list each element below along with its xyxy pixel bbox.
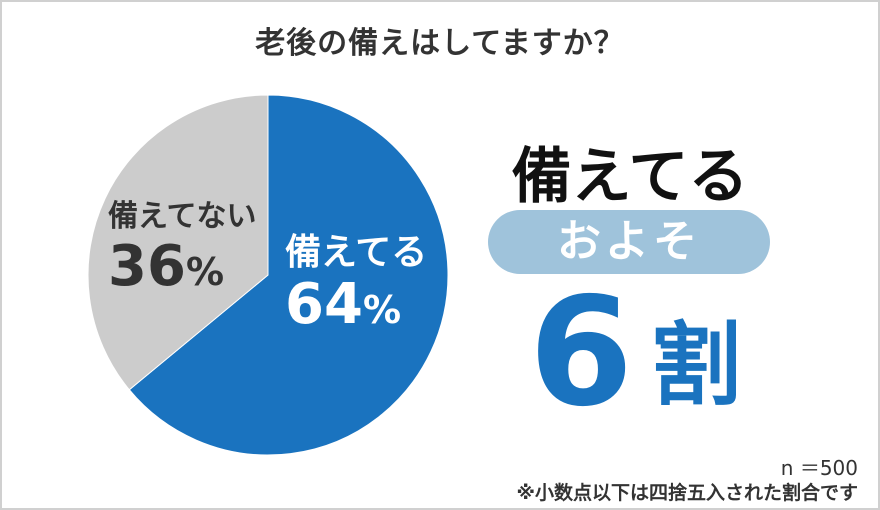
chart-title: 老後の備えはしてますか？	[255, 26, 625, 61]
rounding-note: ※小数点以下は四捨五入された割合です	[516, 482, 858, 504]
pie-slice-yes	[128, 94, 449, 456]
slice-label-no: 備えてない 36%	[108, 199, 257, 299]
slice-percent-no: 36%	[108, 233, 225, 299]
slice-name-no: 備えてない	[108, 199, 257, 234]
headline-pill: およそ	[488, 210, 770, 274]
sample-size-note: n ＝500	[780, 456, 858, 480]
headline-number: 6	[528, 266, 634, 440]
pie-slice-no	[87, 94, 269, 391]
headline-text: 備えてる	[511, 142, 749, 212]
slice-percent-yes: 64%	[285, 272, 402, 338]
slice-label-yes: 備えてる 64%	[285, 232, 427, 338]
headline-unit: 割	[651, 313, 742, 418]
slice-name-yes: 備えてる	[285, 232, 428, 273]
